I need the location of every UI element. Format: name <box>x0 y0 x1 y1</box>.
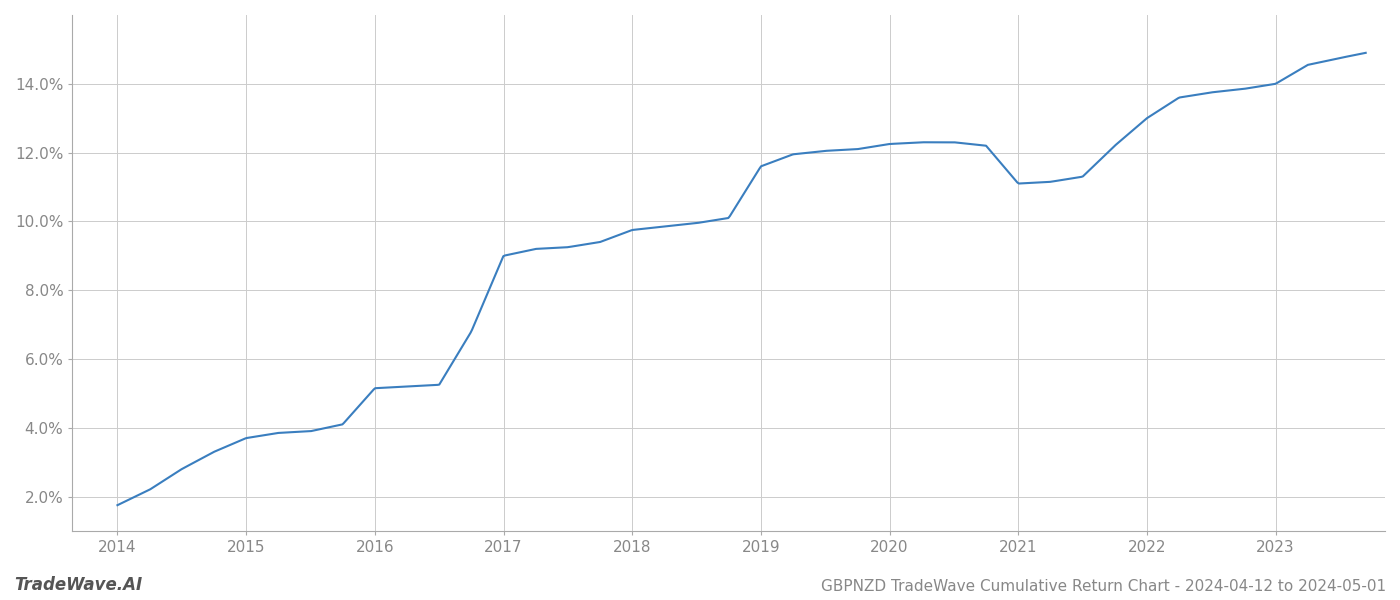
Text: GBPNZD TradeWave Cumulative Return Chart - 2024-04-12 to 2024-05-01: GBPNZD TradeWave Cumulative Return Chart… <box>820 579 1386 594</box>
Text: TradeWave.AI: TradeWave.AI <box>14 576 143 594</box>
